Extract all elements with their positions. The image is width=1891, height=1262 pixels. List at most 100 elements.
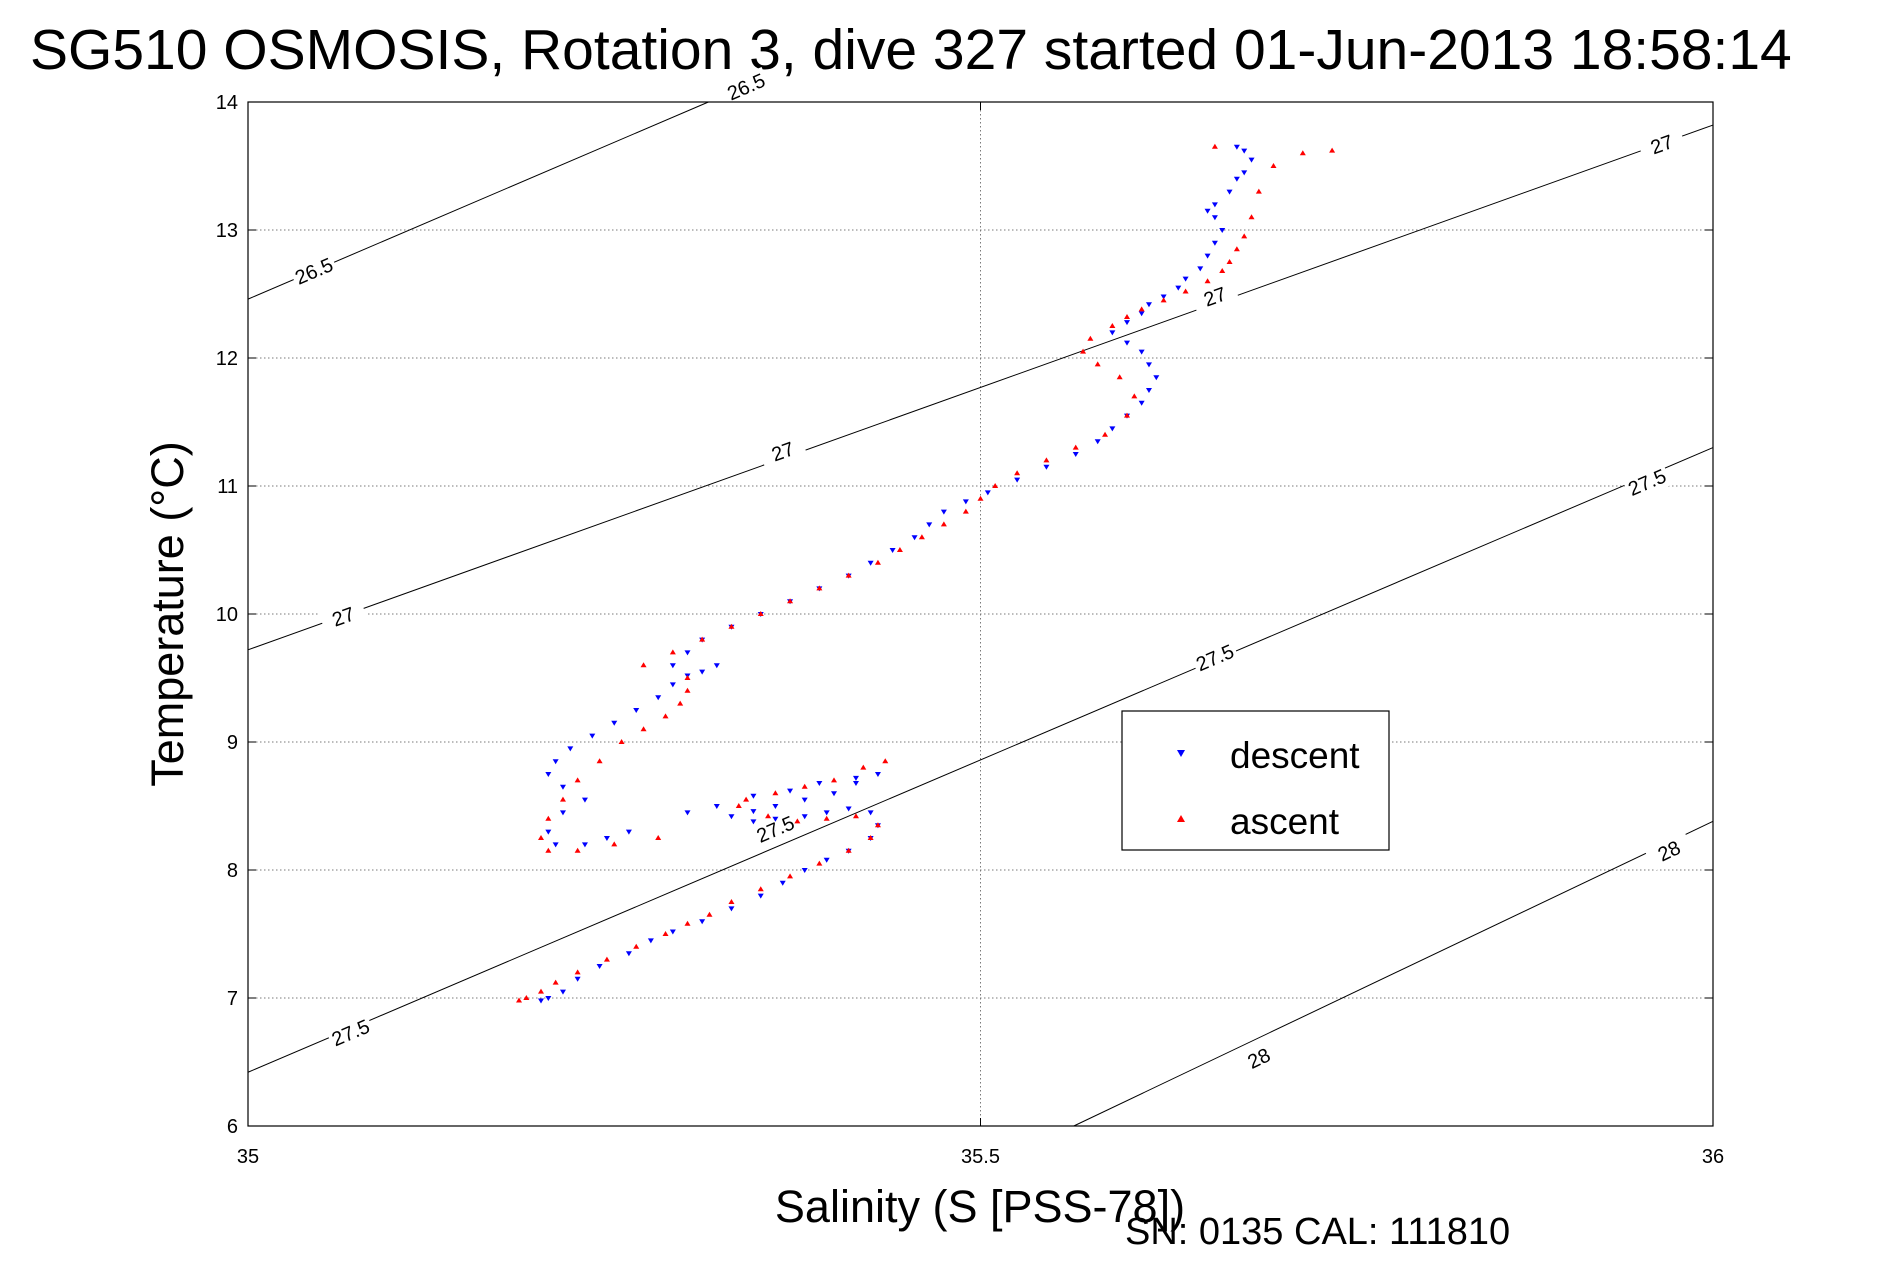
descent-point bbox=[1182, 276, 1189, 282]
descent-point bbox=[801, 868, 808, 873]
data-series bbox=[516, 143, 1336, 1004]
contour-label-mask bbox=[288, 251, 339, 291]
ascent-point bbox=[1248, 214, 1255, 220]
legend-descent-marker bbox=[1177, 750, 1185, 757]
ascent-point bbox=[845, 847, 852, 853]
descent-point bbox=[1248, 157, 1255, 163]
ascent-point bbox=[1226, 259, 1233, 264]
contour-label-mask bbox=[1190, 277, 1240, 316]
y-tick-label: 11 bbox=[217, 476, 238, 498]
descent-point bbox=[772, 816, 779, 822]
ascent-point bbox=[874, 822, 881, 828]
ascent-point bbox=[896, 547, 903, 552]
y-tick-label: 9 bbox=[227, 732, 238, 754]
descent-point bbox=[669, 929, 676, 935]
descent-point bbox=[1204, 208, 1211, 214]
legend-ascent-marker bbox=[1177, 815, 1185, 822]
ascent-point bbox=[669, 649, 676, 655]
ascent-point bbox=[596, 758, 603, 764]
descent-point bbox=[757, 893, 764, 899]
ascent-point bbox=[633, 943, 640, 949]
ascent-point bbox=[618, 739, 625, 744]
descent-point bbox=[1109, 426, 1116, 432]
ascent-point bbox=[574, 847, 581, 853]
ascent-point bbox=[1014, 470, 1021, 476]
descent-point bbox=[1197, 266, 1204, 272]
y-tick-label: 8 bbox=[227, 860, 238, 882]
descent-point bbox=[1138, 400, 1145, 406]
ascent-point bbox=[735, 803, 742, 808]
ascent-point bbox=[538, 988, 544, 994]
descent-point bbox=[625, 829, 632, 835]
descent-point bbox=[1109, 330, 1116, 336]
descent-point bbox=[559, 810, 566, 816]
y-tick-label: 7 bbox=[227, 988, 238, 1010]
contour-label-mask bbox=[721, 66, 772, 107]
descent-point bbox=[823, 857, 830, 863]
x-axis-label: Salinity (S [PSS-78]) bbox=[775, 1181, 1185, 1232]
descent-point bbox=[831, 791, 837, 797]
descent-point bbox=[538, 998, 544, 1004]
descent-point bbox=[1145, 388, 1152, 393]
ascent-point bbox=[1116, 374, 1123, 380]
descent-point bbox=[1241, 148, 1248, 154]
descent-point bbox=[1138, 349, 1145, 355]
ascent-point bbox=[574, 777, 581, 783]
descent-point bbox=[684, 810, 691, 816]
ascent-point bbox=[684, 687, 691, 693]
ascent-point bbox=[706, 911, 713, 917]
descent-point bbox=[1175, 285, 1182, 291]
density-contour-line bbox=[247, 124, 1714, 651]
ascent-point bbox=[816, 585, 823, 591]
contour-label-mask bbox=[325, 1012, 376, 1053]
descent-point bbox=[852, 775, 859, 781]
descent-point bbox=[779, 880, 786, 886]
ascent-point bbox=[1329, 147, 1336, 153]
ascent-point bbox=[757, 886, 764, 892]
contour-label-mask bbox=[1636, 125, 1687, 163]
descent-point bbox=[713, 804, 720, 809]
ascent-point bbox=[728, 623, 735, 629]
descent-point bbox=[713, 663, 720, 669]
ascent-point bbox=[867, 835, 874, 840]
descent-point bbox=[750, 793, 757, 799]
descent-point bbox=[1204, 253, 1211, 259]
y-tick-label: 14 bbox=[216, 92, 238, 114]
ascent-point bbox=[662, 713, 669, 719]
descent-point bbox=[1014, 477, 1021, 483]
descent-point bbox=[787, 788, 794, 794]
descent-point bbox=[581, 797, 588, 803]
ascent-point bbox=[831, 777, 837, 783]
ascent-point bbox=[611, 841, 618, 847]
ascent-point bbox=[801, 783, 808, 789]
ascent-point bbox=[603, 956, 610, 962]
descent-point bbox=[940, 509, 947, 515]
descent-point bbox=[655, 695, 662, 701]
descent-point bbox=[559, 989, 566, 995]
descent-point bbox=[559, 784, 566, 790]
grid-lines bbox=[248, 102, 1713, 1126]
ascent-point bbox=[992, 483, 999, 488]
descent-point bbox=[1160, 294, 1167, 300]
descent-point bbox=[1145, 302, 1152, 308]
descent-point bbox=[647, 938, 654, 944]
ascent-point bbox=[787, 873, 794, 879]
descent-point bbox=[1211, 215, 1218, 221]
descent-point bbox=[596, 964, 603, 969]
ascent-point bbox=[1131, 393, 1138, 399]
x-tick-label: 35.5 bbox=[961, 1146, 1000, 1168]
y-tick-label: 6 bbox=[227, 1116, 238, 1138]
ascent-point bbox=[772, 790, 779, 796]
ascent-point bbox=[655, 835, 662, 840]
descent-point bbox=[1124, 320, 1130, 326]
ascent-point bbox=[559, 796, 566, 802]
descent-point bbox=[1211, 202, 1218, 208]
descent-point bbox=[1043, 464, 1050, 470]
legend: descent ascent bbox=[1121, 710, 1390, 851]
ascent-point bbox=[794, 818, 801, 824]
legend-ascent-label: ascent bbox=[1230, 801, 1340, 842]
descent-point bbox=[772, 804, 779, 809]
descent-point bbox=[750, 819, 757, 825]
